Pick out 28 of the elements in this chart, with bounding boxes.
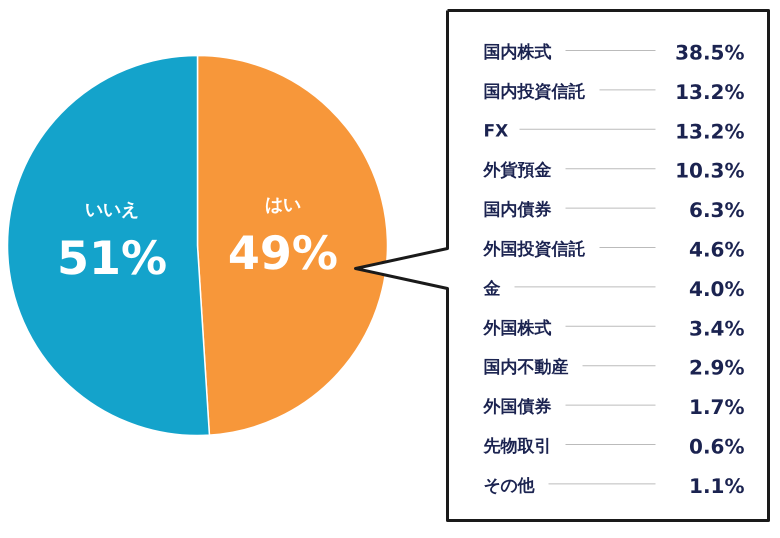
data-label: 13.2% (675, 80, 745, 104)
category-label: 先物取引 (482, 436, 552, 456)
category-label: 外貨預金 (482, 160, 552, 181)
data-label: 2.9% (689, 356, 744, 380)
category-label: 外国債券 (482, 397, 552, 418)
data-label: 3.4% (689, 316, 744, 340)
data-label: 13.2% (675, 119, 745, 144)
data-label: 1.7% (689, 395, 744, 420)
data-label: 1.1% (689, 474, 744, 498)
category-label: 国内不動産 (484, 358, 568, 378)
category-label: 金 (482, 278, 500, 299)
data-label: 0.6% (689, 434, 744, 458)
category-label: 国内株式 (484, 42, 552, 62)
data-label: 10.3% (675, 158, 745, 183)
data-label: 6.3% (689, 198, 744, 222)
category-label: その他 (484, 476, 536, 496)
category-label: 国内債券 (484, 200, 552, 220)
category-label: 国内投資信託 (484, 82, 586, 102)
category-label: 外国投資信託 (482, 240, 586, 260)
data-label: 49% (228, 226, 338, 280)
data-label: 4.0% (689, 276, 744, 301)
data-label: 38.5% (675, 40, 745, 64)
slice-label: いいえ (85, 200, 140, 221)
data-label: 4.6% (689, 238, 744, 262)
category-label: FX (484, 121, 508, 142)
data-label: 51% (56, 231, 168, 286)
category-label: 外国株式 (482, 318, 552, 338)
slice-label: はい (264, 194, 301, 216)
